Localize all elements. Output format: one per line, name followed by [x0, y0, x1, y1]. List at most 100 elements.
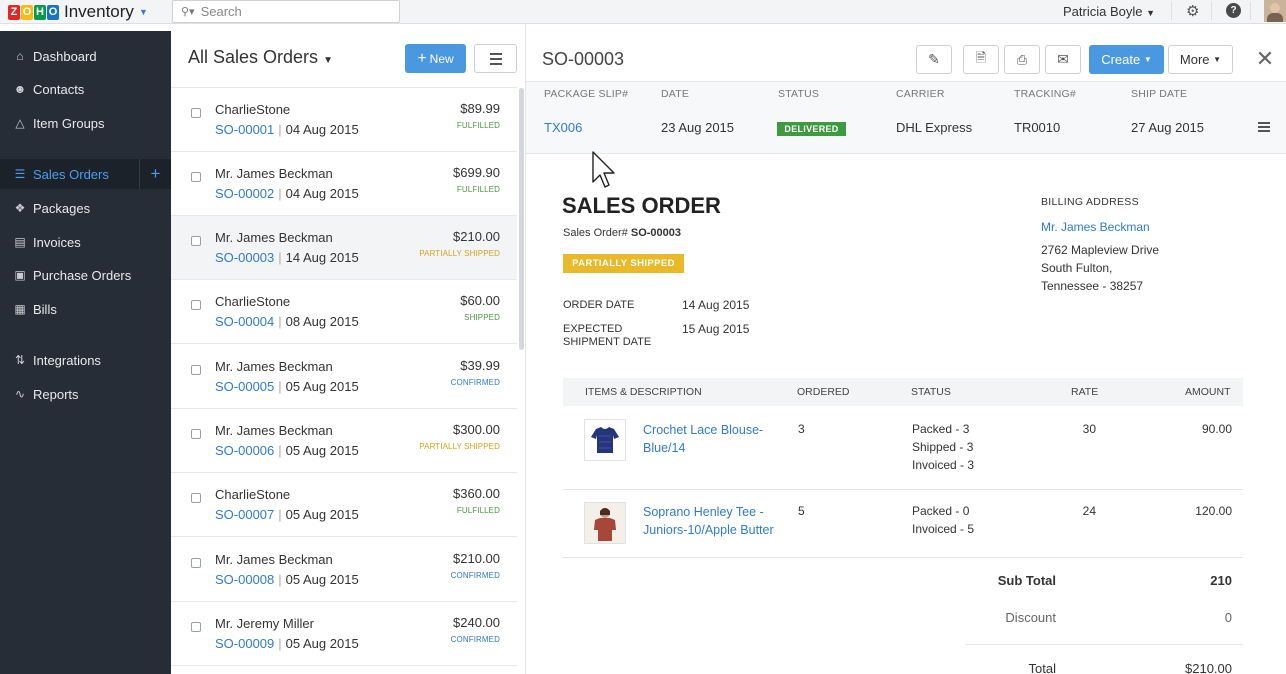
pdf-button[interactable]: 🗎: [963, 45, 999, 74]
list-item[interactable]: CharlieStone SO-00001 | 04 Aug 2015 $89.99…: [171, 88, 517, 152]
item-ordered: 5: [798, 504, 805, 518]
row-checkbox[interactable]: [191, 172, 201, 182]
sidebar-item-integrations[interactable]: ⇅ Integrations: [0, 345, 171, 375]
row-checkbox[interactable]: [191, 300, 201, 310]
avatar[interactable]: [1264, 0, 1286, 22]
sidebar-item-label: Contacts: [33, 81, 85, 97]
list-item[interactable]: Mr. James Beckman SO-00008 | 05 Aug 2015 $…: [171, 538, 517, 602]
order-number[interactable]: SO-00007: [215, 507, 275, 522]
list-item[interactable]: CharlieStone SO-00007 | 05 Aug 2015 $360.0…: [171, 473, 517, 537]
list-view-selector[interactable]: All Sales Orders ▼: [188, 47, 333, 68]
list-item[interactable]: Mr. James Beckman SO-00006 | 05 Aug 2015 $…: [171, 409, 517, 473]
divider: [1211, 2, 1212, 20]
item-name-line: Blue/14: [643, 441, 686, 455]
order-meta: SO-00005 | 05 Aug 2015: [215, 379, 359, 394]
sidebar-item-bills[interactable]: ▦ Bills: [0, 294, 171, 324]
row-checkbox[interactable]: [191, 429, 201, 439]
order-date: 05 Aug 2015: [285, 636, 359, 651]
search-placeholder: Search: [200, 4, 242, 19]
new-sales-order-button[interactable]: + New: [405, 44, 466, 73]
package-date: 23 Aug 2015: [661, 120, 735, 135]
order-amount: $300.00: [453, 422, 500, 437]
row-checkbox[interactable]: [191, 622, 201, 632]
order-date-label: ORDER DATE: [563, 299, 635, 311]
order-detail-pane: SO-00003 ✎ 🗎 ⎙ ✉ Create ▼ More ▼ ✕ PACKA…: [526, 24, 1286, 674]
customer-name: Mr. James Beckman: [215, 230, 333, 245]
app-name: Inventory: [64, 2, 134, 21]
list-item[interactable]: Mr. James Beckman SO-00003 | 14 Aug 2015 $…: [171, 216, 517, 280]
search-input[interactable]: ⚲▾ Search: [172, 0, 400, 23]
order-meta: SO-00007 | 05 Aug 2015: [215, 507, 359, 522]
customer-name: CharlieStone: [215, 294, 291, 309]
order-date: 05 Aug 2015: [285, 507, 359, 522]
column-header: STATUS: [911, 386, 951, 398]
close-icon[interactable]: ✕: [1255, 46, 1275, 71]
gear-icon[interactable]: ⚙: [1186, 3, 1200, 20]
more-button[interactable]: More ▼: [1168, 45, 1233, 74]
list-menu-button[interactable]: [474, 44, 517, 73]
sidebar-item-item-groups[interactable]: △ Item Groups: [0, 108, 171, 138]
package-slip-link[interactable]: TX006: [544, 120, 583, 135]
ship-date: 27 Aug 2015: [1131, 120, 1205, 135]
order-meta: SO-00004 | 08 Aug 2015: [215, 314, 359, 329]
column-header: DATE: [661, 88, 690, 100]
sidebar-item-purchase-orders[interactable]: ▣ Purchase Orders: [0, 260, 171, 290]
customer-name: CharlieStone: [215, 487, 291, 502]
order-number[interactable]: SO-00006: [215, 443, 275, 458]
order-amount: $240.00: [453, 615, 500, 630]
sidebar-item-label: Invoices: [33, 234, 81, 250]
row-checkbox[interactable]: [191, 365, 201, 375]
help-icon[interactable]: ?: [1226, 3, 1241, 18]
order-number-label: Sales Order#: [563, 227, 628, 239]
item-name-link[interactable]: Crochet Lace Blouse- Blue/14: [643, 421, 763, 457]
list-scrollbar[interactable]: [519, 88, 524, 350]
billing-name-link[interactable]: Mr. James Beckman: [1041, 220, 1150, 234]
sidebar-item-sales-orders[interactable]: ☰ Sales Orders +: [0, 159, 171, 189]
row-checkbox[interactable]: [191, 558, 201, 568]
customer-name: Mr. James Beckman: [215, 166, 333, 181]
pencil-icon: ✎: [928, 51, 940, 67]
order-number[interactable]: SO-00008: [215, 572, 275, 587]
status-badge: PARTIALLY SHIPPED: [419, 442, 500, 451]
order-number[interactable]: SO-00004: [215, 314, 275, 329]
total-label: Total: [1028, 661, 1056, 674]
list-item[interactable]: Mr. James Beckman SO-00005 | 05 Aug 2015 $…: [171, 345, 517, 409]
print-button[interactable]: ⎙: [1004, 45, 1040, 74]
order-number[interactable]: SO-00002: [215, 186, 275, 201]
order-number[interactable]: SO-00005: [215, 379, 275, 394]
item-name-link[interactable]: Soprano Henley Tee - Juniors-10/Apple But…: [643, 503, 774, 539]
user-menu[interactable]: Patricia Boyle ▼: [1063, 4, 1155, 19]
order-amount: $360.00: [453, 486, 500, 501]
sidebar-item-reports[interactable]: ∿ Reports: [0, 379, 171, 409]
order-amount: $60.00: [460, 293, 500, 308]
app-switcher[interactable]: Z O H O Inventory ▼: [8, 2, 148, 22]
sidebar-item-contacts[interactable]: ☻ Contacts: [0, 74, 171, 104]
expected-date-value: 15 Aug 2015: [682, 322, 750, 336]
column-header: STATUS: [778, 88, 820, 100]
discount-label: Discount: [1005, 610, 1056, 625]
sidebar-item-invoices[interactable]: ▤ Invoices: [0, 227, 171, 257]
add-sales-order-button[interactable]: +: [139, 159, 171, 189]
row-checkbox[interactable]: [191, 108, 201, 118]
bill-icon: ▦: [14, 302, 26, 316]
package-icon: ❖: [14, 201, 26, 215]
expected-date-label: EXPECTED: [563, 323, 623, 335]
list-item[interactable]: Mr. Jeremy Miller SO-00009 | 05 Aug 2015 $…: [171, 602, 517, 666]
sidebar-item-dashboard[interactable]: ⌂ Dashboard: [0, 41, 171, 71]
row-checkbox[interactable]: [191, 236, 201, 246]
list-item[interactable]: Mr. James Beckman SO-00002 | 04 Aug 2015 $…: [171, 152, 517, 216]
items-table-header: ITEMS & DESCRIPTION ORDERED STATUS RATE …: [563, 378, 1243, 406]
create-button[interactable]: Create ▼: [1089, 45, 1164, 74]
order-number[interactable]: SO-00009: [215, 636, 275, 651]
order-number[interactable]: SO-00003: [215, 250, 275, 265]
order-number[interactable]: SO-00001: [215, 122, 275, 137]
sidebar-item-packages[interactable]: ❖ Packages: [0, 193, 171, 223]
order-meta: SO-00009 | 05 Aug 2015: [215, 636, 359, 651]
order-amount: $39.99: [460, 358, 500, 373]
chevron-down-icon: ▼: [138, 7, 148, 17]
package-menu-button[interactable]: [1258, 122, 1270, 132]
row-checkbox[interactable]: [191, 493, 201, 503]
list-item[interactable]: CharlieStone SO-00004 | 08 Aug 2015 $60.00…: [171, 280, 517, 344]
edit-button[interactable]: ✎: [916, 45, 952, 74]
email-button[interactable]: ✉: [1045, 45, 1081, 74]
